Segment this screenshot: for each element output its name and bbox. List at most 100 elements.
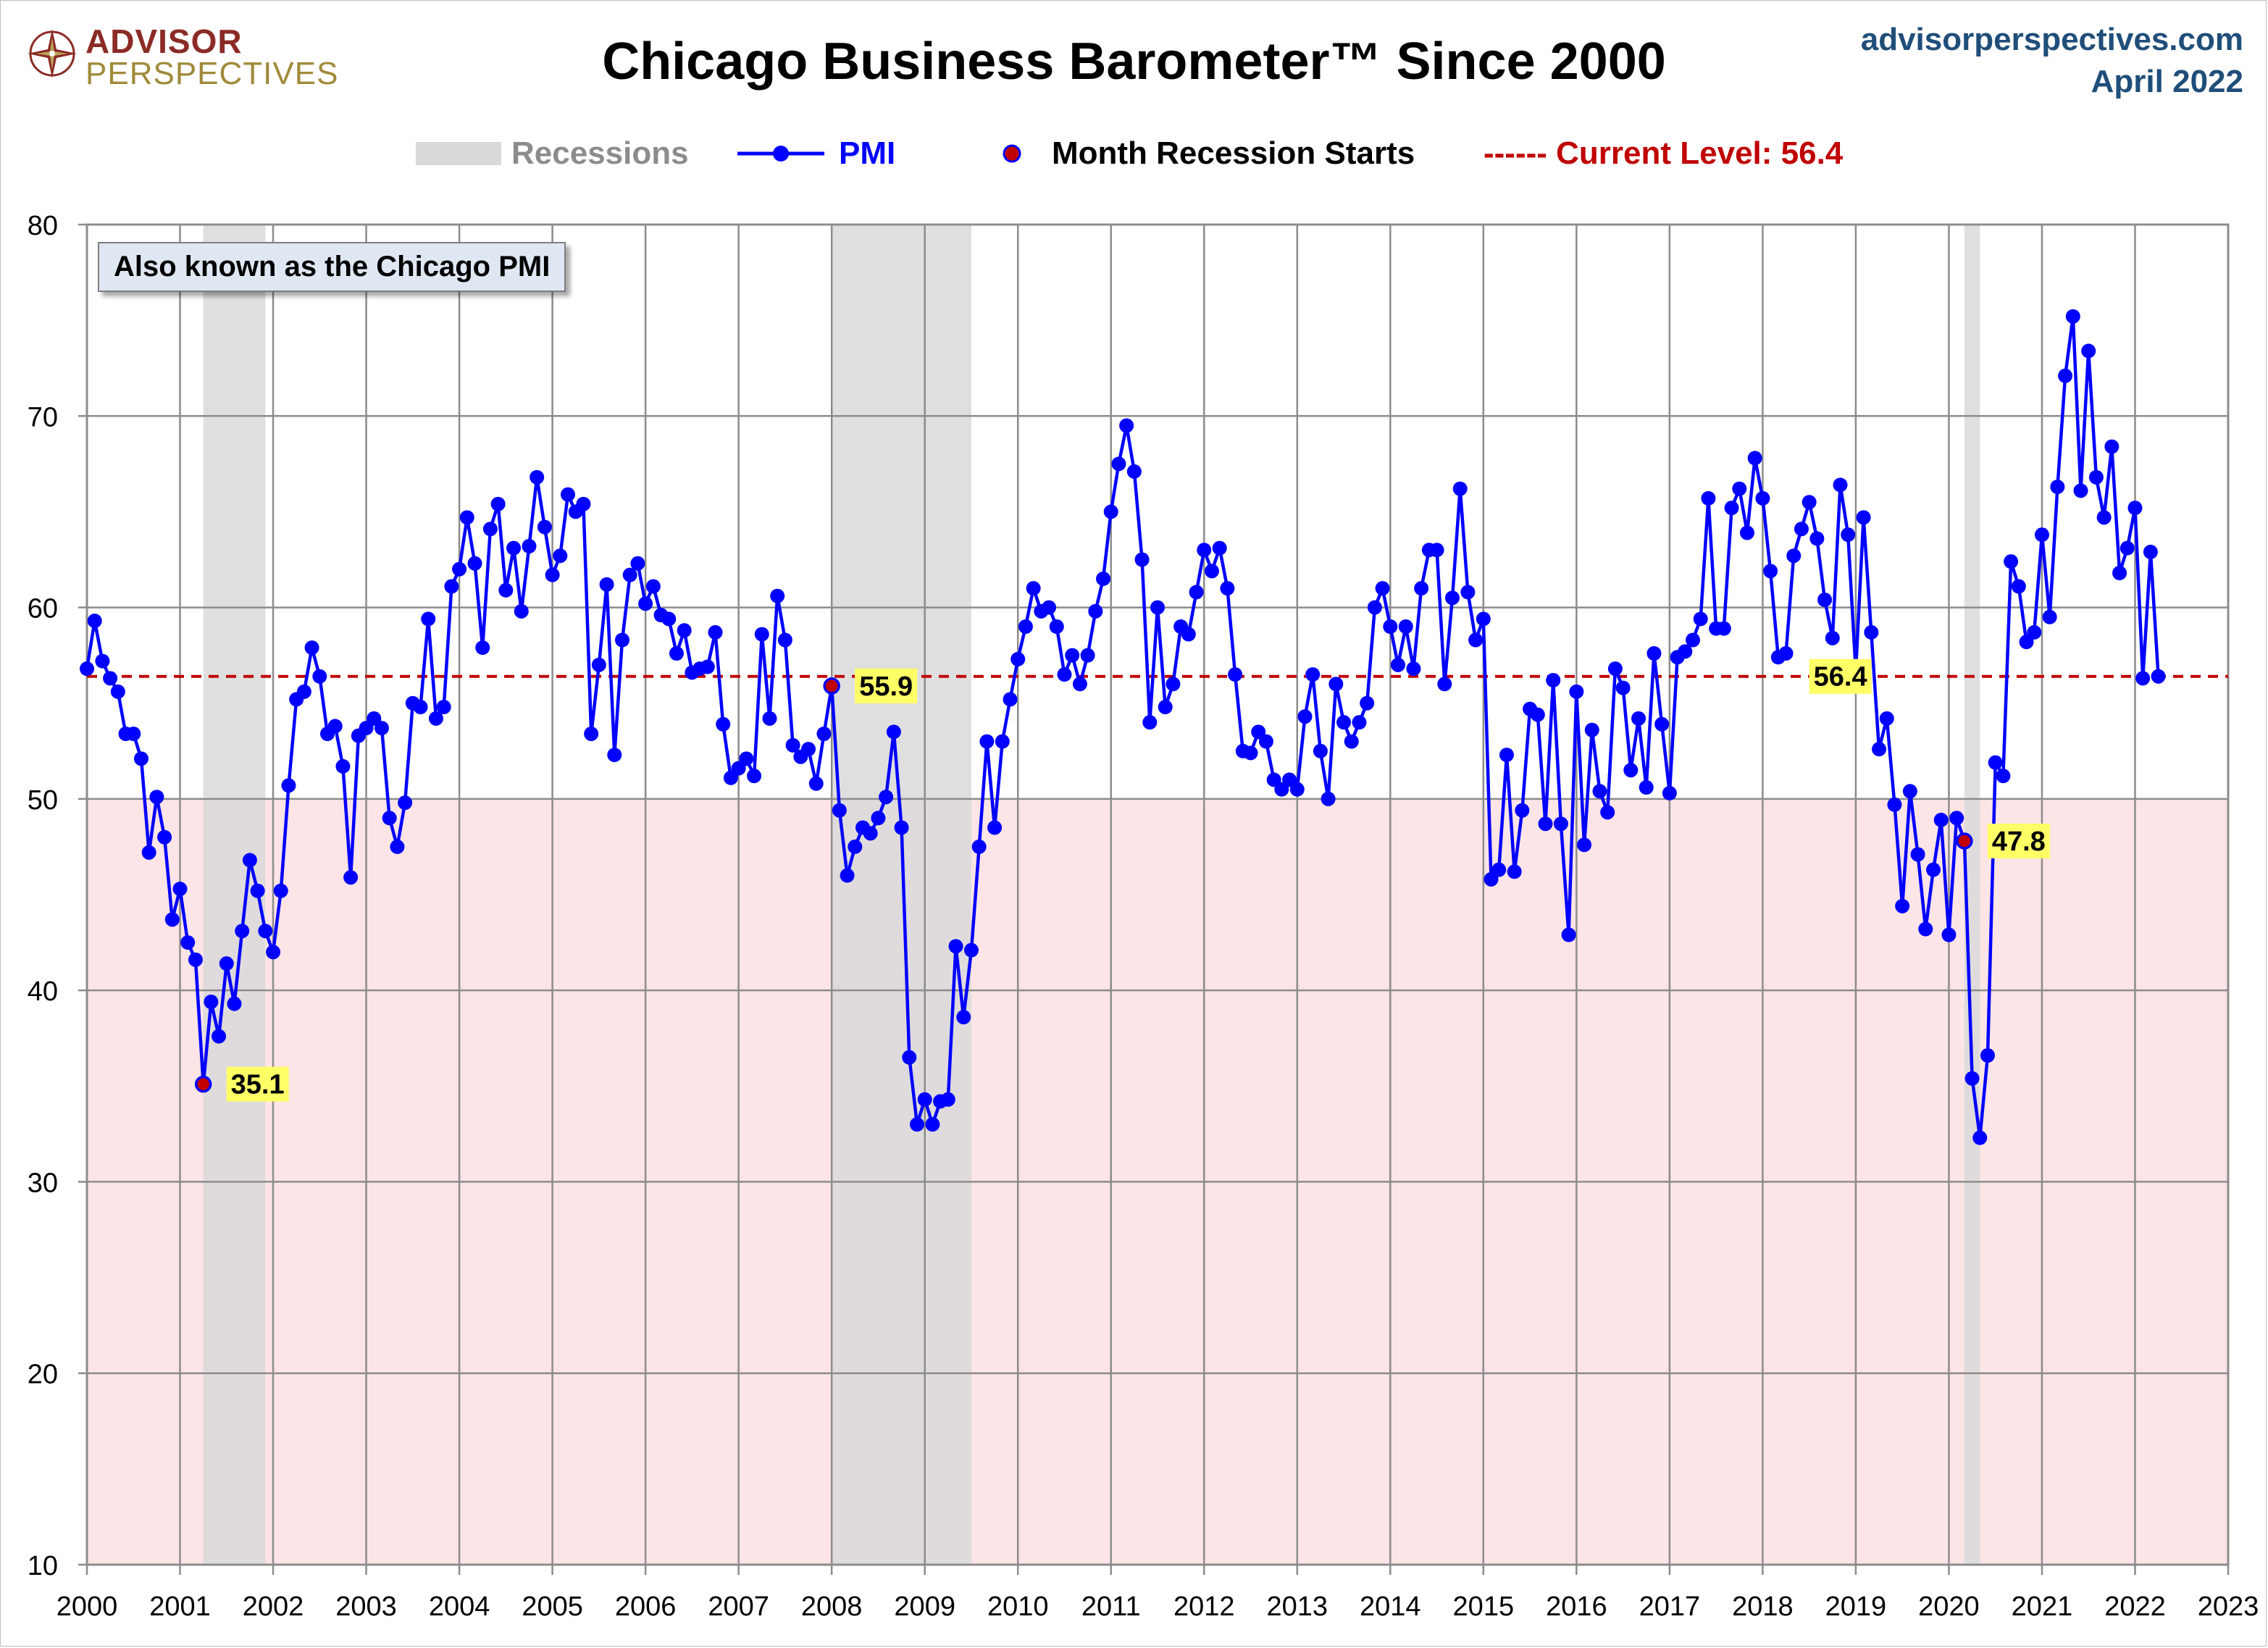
pmi-point: [747, 769, 762, 784]
pmi-point: [1189, 585, 1204, 600]
pmi-point: [80, 661, 94, 677]
pmi-point: [1872, 742, 1887, 757]
pmi-point: [1150, 600, 1165, 615]
pmi-point: [1825, 630, 1840, 645]
pmi-point: [1895, 898, 1910, 913]
pmi-point: [1879, 711, 1894, 726]
pmi-point: [716, 716, 731, 732]
pmi-point: [1321, 791, 1336, 806]
pmi-point: [1398, 619, 1413, 634]
pmi-point: [879, 790, 894, 805]
pmi-point: [1584, 722, 1599, 737]
x-tick-label: 2017: [1639, 1591, 1701, 1622]
pmi-point: [1352, 715, 1367, 730]
data-callout-label: 47.8: [1992, 827, 2046, 857]
pmi-point: [1289, 782, 1305, 797]
pmi-point: [1491, 862, 1507, 877]
x-tick-label: 2006: [615, 1591, 677, 1622]
recession-start-marker: [823, 677, 840, 695]
pmi-point: [731, 761, 746, 776]
pmi-point: [1181, 627, 1196, 642]
x-tick-label: 2004: [429, 1591, 490, 1622]
pmi-point: [1204, 564, 1219, 579]
pmi-point: [1468, 632, 1484, 648]
pmi-point: [1197, 543, 1212, 558]
legend-item-current-level: ------ Current Level: 56.4: [1484, 132, 1843, 175]
pmi-point: [948, 939, 963, 954]
pmi-point: [1266, 772, 1281, 787]
pmi-point: [1639, 780, 1654, 795]
y-tick-label: 80: [28, 211, 58, 241]
y-tick-label: 50: [28, 785, 58, 816]
pmi-point: [459, 510, 474, 525]
pmi-point: [1305, 667, 1321, 682]
x-tick-label: 2012: [1173, 1591, 1235, 1622]
pmi-point: [1010, 651, 1026, 666]
pmi-point: [452, 561, 467, 577]
pmi-point: [1507, 864, 1522, 879]
pmi-point: [2027, 624, 2042, 640]
pmi-point: [312, 669, 327, 684]
pmi-point: [615, 632, 629, 648]
pmi-point: [1817, 593, 1833, 607]
pmi-point: [1103, 504, 1118, 519]
pmi-point: [1429, 543, 1444, 558]
pmi-point: [576, 496, 591, 511]
pmi-point: [2151, 669, 2166, 684]
pmi-point: [390, 839, 405, 854]
pmi-point: [1941, 927, 1957, 942]
legend-recessions-label: Recessions: [511, 135, 689, 171]
x-tick-label: 2003: [335, 1591, 397, 1622]
pmi-point: [2120, 540, 2135, 556]
pmi-point: [1065, 648, 1080, 663]
pmi-point: [1444, 590, 1460, 606]
pmi-point: [638, 596, 653, 611]
pmi-point: [1841, 527, 1856, 543]
legend-item-recession-start: Month Recession Starts: [1001, 132, 1415, 175]
pmi-point: [133, 751, 148, 766]
pmi-point: [661, 611, 677, 627]
pmi-point: [1763, 564, 1778, 579]
pmi-point: [1158, 700, 1173, 714]
legend-pmi-label: PMI: [839, 135, 896, 171]
pmi-point: [2104, 439, 2120, 454]
pmi-point: [1437, 677, 1452, 692]
pmi-point: [1887, 797, 1902, 812]
x-tick-label: 2008: [801, 1591, 863, 1622]
pmi-point: [1739, 525, 1754, 540]
pmi-point: [1360, 695, 1375, 711]
pmi-point: [2143, 544, 2158, 559]
logo-line-2: PERSPECTIVES: [85, 56, 339, 91]
x-tick-label: 2009: [894, 1591, 955, 1622]
pmi-point: [622, 567, 637, 582]
y-tick-label: 10: [28, 1551, 58, 1581]
pmi-point: [1142, 715, 1158, 730]
pmi-point: [126, 727, 141, 741]
pmi-point: [413, 700, 428, 714]
pmi-point: [95, 653, 110, 669]
pmi-point: [1057, 667, 1072, 682]
pmi-point: [909, 1117, 924, 1132]
pmi-point: [522, 539, 537, 553]
pmi-point: [2019, 635, 2034, 650]
logo-line-1: ADVISOR: [85, 22, 243, 60]
pmi-point: [863, 826, 878, 841]
pmi-point: [530, 469, 545, 485]
pmi-point: [1794, 522, 1809, 537]
pmi-point: [1864, 624, 1879, 640]
x-tick-label: 2022: [2104, 1591, 2166, 1622]
source-date: April 2022: [2091, 64, 2243, 99]
pmi-point: [1996, 769, 2011, 784]
pmi-point: [1786, 548, 1802, 564]
pmi-point: [1646, 646, 1662, 661]
pmi-point: [2112, 566, 2127, 580]
x-tick-label: 2011: [1081, 1591, 1141, 1622]
pmi-point: [1336, 715, 1352, 730]
pmi-point: [1126, 464, 1142, 479]
x-tick-label: 2019: [1825, 1591, 1887, 1622]
pmi-point: [514, 603, 529, 619]
pmi-point: [599, 577, 614, 592]
pmi-point: [1693, 611, 1708, 627]
compass-logo-icon: [28, 29, 77, 78]
pmi-point: [2042, 609, 2057, 624]
